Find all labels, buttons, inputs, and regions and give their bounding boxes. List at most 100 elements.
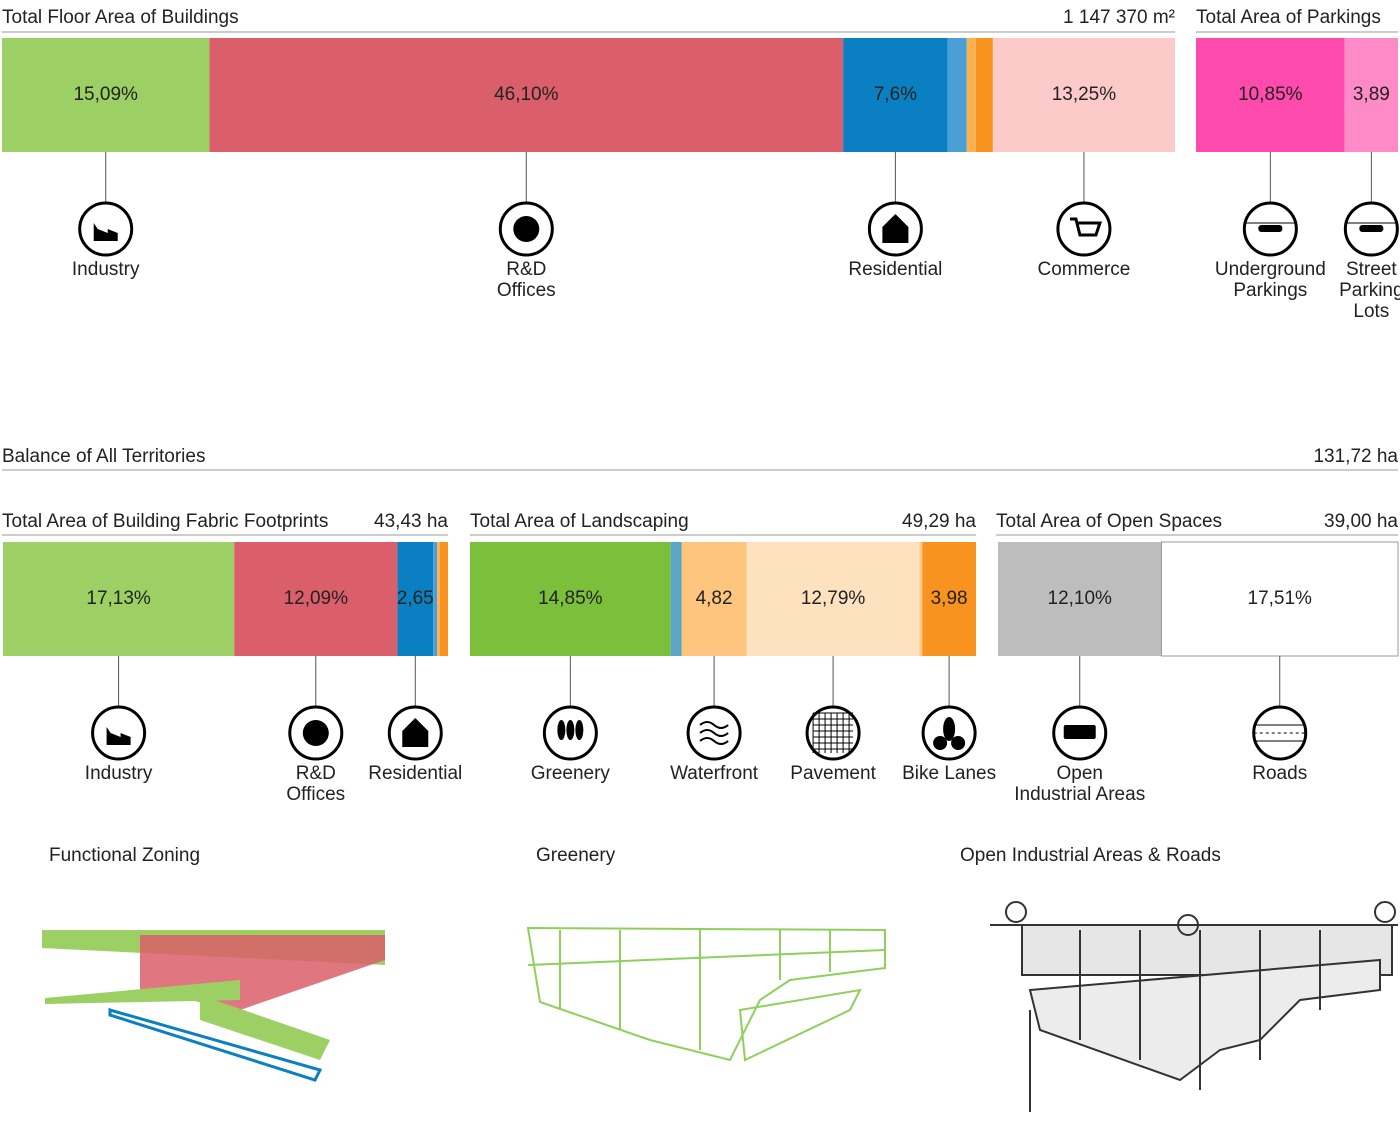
- icon: [91, 705, 147, 761]
- icon: [805, 705, 861, 761]
- icon-label: Commerce: [1037, 259, 1130, 280]
- glyph: [882, 214, 909, 243]
- icon-label: Residential: [848, 259, 942, 280]
- icon-glyph: [93, 223, 118, 241]
- icon-glyph: [1244, 222, 1297, 232]
- balance-title: Balance of All Territories: [2, 446, 205, 467]
- glyph: [1359, 225, 1384, 232]
- map-title: Greenery: [536, 845, 616, 866]
- bar-segment: [998, 542, 1162, 656]
- icon-label: Roads: [1252, 763, 1307, 784]
- segment-label: 4,82: [696, 588, 733, 609]
- bar-segment: [746, 542, 920, 656]
- segment-label: 12,79%: [801, 588, 866, 609]
- glyph: [513, 216, 540, 242]
- segment-label: 3,89: [1353, 84, 1390, 105]
- segment-label: 12,10%: [1048, 588, 1113, 609]
- icon-glyph: [812, 712, 854, 753]
- segment-label: 15,09%: [73, 84, 138, 105]
- icon: [1056, 201, 1112, 257]
- icon-label: Street Parking Lots: [1339, 259, 1400, 322]
- icon-label: Industry: [72, 259, 140, 280]
- glyph: [943, 717, 956, 741]
- icon-glyph: [1345, 222, 1398, 232]
- icon-label: Industry: [85, 763, 153, 784]
- section-title: Total Area of Landscaping: [470, 511, 689, 532]
- map-title: Open Industrial Areas & Roads: [960, 845, 1221, 866]
- bar-segment: [975, 38, 993, 152]
- section-total: 43,43 ha: [374, 511, 448, 532]
- bar-segment: [1160, 541, 1399, 657]
- section-title: Total Floor Area of Buildings: [2, 7, 239, 28]
- bar-segment: [681, 542, 747, 656]
- segment-label: 10,85%: [1238, 84, 1303, 105]
- bar-segment: [947, 38, 967, 152]
- glyph: [951, 736, 966, 750]
- icon-glyph: [302, 720, 329, 746]
- icon-label: Residential: [368, 763, 462, 784]
- glyph: [566, 720, 575, 740]
- bar-segment: [1344, 38, 1398, 152]
- segment-label: 2,65: [397, 588, 434, 609]
- bar-segment: [992, 38, 1175, 152]
- bar-segment: [670, 542, 682, 656]
- icon-label: Waterfront: [670, 763, 759, 784]
- bar-segment: [437, 542, 440, 656]
- icon-label: Pavement: [790, 763, 876, 784]
- section-title: Total Area of Building Fabric Footprints: [2, 511, 328, 532]
- bar-segment: [234, 542, 398, 656]
- glyph: [575, 720, 584, 740]
- icon-glyph: [1069, 217, 1103, 237]
- segment-label: 7,6%: [874, 84, 917, 105]
- section-title: Total Area of Open Spaces: [996, 511, 1222, 532]
- glyph: [933, 736, 948, 750]
- bar-segment: [439, 542, 448, 656]
- icon-label: Greenery: [531, 763, 611, 784]
- bar-segment: [433, 542, 438, 656]
- segment-label: 12,09%: [284, 588, 349, 609]
- section-total: 49,29 ha: [902, 511, 976, 532]
- segment-label: 17,13%: [86, 588, 151, 609]
- bar-segment: [3, 542, 235, 656]
- glyph: [106, 727, 131, 745]
- icon-glyph: [933, 717, 966, 750]
- icon-glyph: [513, 216, 540, 242]
- bar-segment: [966, 38, 976, 152]
- map-greenery: [526, 926, 886, 1062]
- segment-label: 3,98: [931, 588, 968, 609]
- icon-glyph: [106, 727, 131, 745]
- balance-total: 131,72 ha: [1313, 446, 1398, 467]
- icon-glyph: [1253, 724, 1306, 742]
- map-title: Functional Zoning: [49, 845, 200, 866]
- map-roads: [990, 901, 1398, 1112]
- section-total: 39,00 ha: [1324, 511, 1398, 532]
- segment-label: 17,51%: [1248, 588, 1313, 609]
- segment-label: 13,25%: [1052, 84, 1117, 105]
- bar-segment: [843, 38, 948, 152]
- icon-glyph: [699, 721, 729, 745]
- bar-segment: [470, 542, 671, 656]
- icon-label: Underground Parkings: [1215, 259, 1326, 301]
- segment-label: 14,85%: [538, 588, 603, 609]
- bar-segment: [2, 38, 210, 152]
- glyph: [1063, 725, 1096, 739]
- icon-label: R&D Offices: [497, 259, 556, 301]
- icon-glyph: [882, 214, 909, 243]
- icon-glyph: [557, 720, 584, 740]
- bar-segment: [209, 38, 844, 152]
- glyph: [699, 737, 729, 745]
- icon-label: R&D Offices: [286, 763, 345, 805]
- glyph: [1258, 225, 1283, 232]
- glyph: [699, 721, 729, 729]
- glyph: [557, 720, 566, 740]
- map-zoning: [42, 930, 385, 1082]
- bar-segment: [922, 542, 976, 656]
- section-total: 1 147 370 m²: [1063, 7, 1175, 28]
- icon: [78, 201, 134, 257]
- glyph: [93, 223, 118, 241]
- bar-segment: [397, 542, 434, 656]
- glyph: [302, 720, 329, 746]
- glyph: [402, 718, 429, 747]
- icon-glyph: [402, 718, 429, 747]
